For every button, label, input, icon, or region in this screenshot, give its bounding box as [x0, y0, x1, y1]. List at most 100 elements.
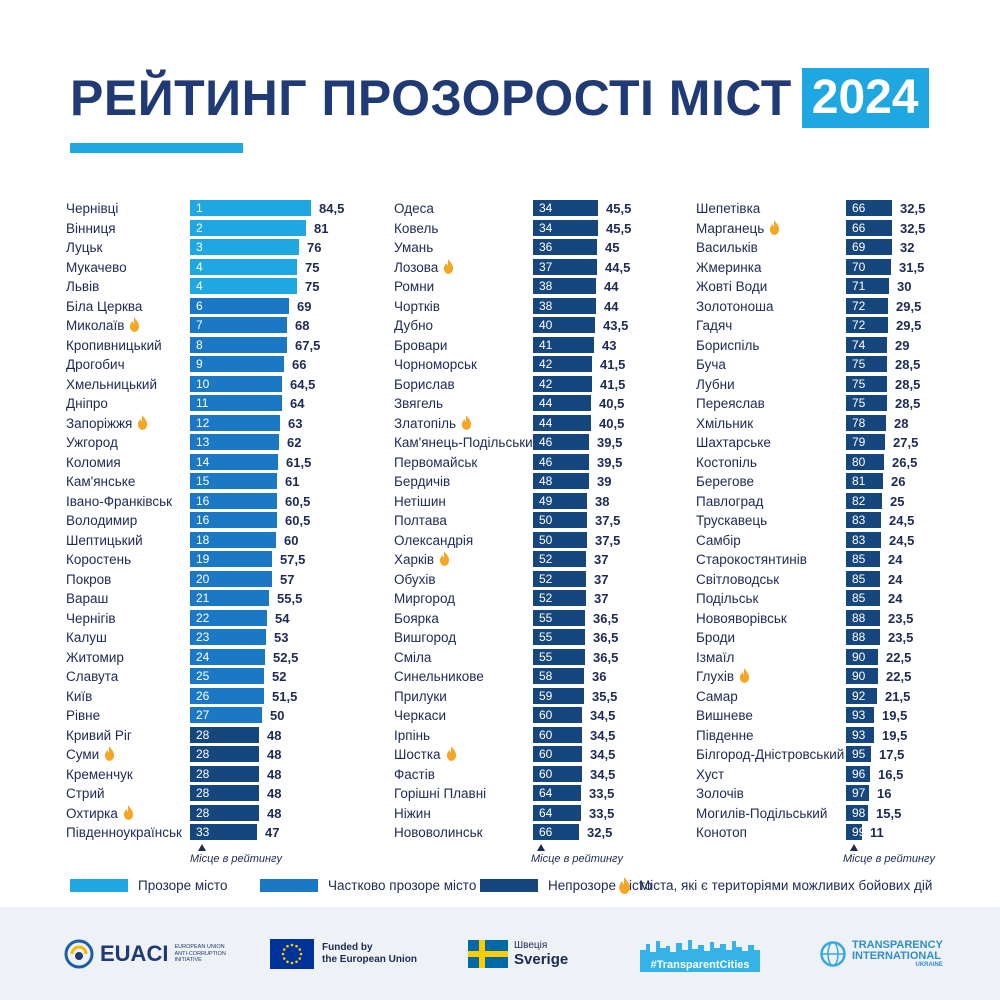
city-name: Нововолинськ — [394, 825, 483, 840]
ranking-row: Синельникове 58 36 — [394, 667, 694, 686]
ranking-row: Нетішин 49 38 — [394, 492, 694, 511]
euaci-name: EUACI — [100, 941, 169, 966]
ranking-row: Самар 92 21,5 — [696, 687, 996, 706]
city-name: Марганець — [696, 219, 780, 238]
score-bar — [190, 687, 264, 704]
rank-label: 3 — [196, 240, 203, 254]
score-bar — [190, 356, 284, 372]
score-bar — [533, 453, 589, 470]
ranking-row: Чортків 38 44 — [394, 297, 694, 316]
ranking-row: Фастів 60 34,5 — [394, 765, 694, 784]
score-label: 37 — [594, 591, 609, 606]
ranking-row: Бориспіль 74 29 — [696, 336, 996, 355]
rank-label: 24 — [196, 649, 210, 664]
score-label: 36,5 — [593, 630, 619, 645]
rank-label: 28 — [196, 727, 210, 742]
rank-label: 66 — [539, 825, 553, 839]
city-skyline-icon — [640, 940, 760, 958]
city-name: Гадяч — [696, 318, 733, 333]
score-bar — [533, 785, 581, 801]
score-label: 11 — [870, 825, 884, 840]
city-name: Білгород-Дністровський — [696, 747, 845, 762]
score-bar — [533, 492, 587, 509]
ranking-row: Сміла 55 36,5 — [394, 648, 694, 667]
score-label: 27,5 — [893, 435, 919, 450]
score-label: 35,5 — [592, 688, 618, 704]
score-label: 28,5 — [895, 357, 921, 372]
score-bar — [190, 590, 269, 606]
score-bar — [533, 375, 592, 392]
rank-label: 83 — [852, 513, 866, 527]
score-label: 39,5 — [597, 454, 623, 470]
city-name: Лубни — [696, 376, 735, 392]
city-name: Жовті Води — [696, 279, 768, 294]
city-name: Чорноморськ — [394, 357, 477, 372]
rank-label: 72 — [852, 318, 866, 332]
rank-label: 7 — [196, 318, 203, 332]
score-bar — [533, 278, 596, 294]
score-label: 32,5 — [900, 201, 926, 216]
ranking-row: Ковель 34 45,5 — [394, 219, 694, 238]
score-label: 48 — [267, 786, 282, 801]
rank-label: 6 — [196, 298, 203, 313]
ranking-row: Марганець 66 32,5 — [696, 219, 996, 238]
score-label: 19,5 — [882, 727, 908, 743]
city-name: Ніжин — [394, 805, 431, 821]
score-bar — [846, 297, 888, 314]
rank-label: 12 — [196, 415, 210, 430]
score-label: 75 — [305, 279, 320, 294]
fire-icon — [740, 668, 750, 683]
score-label: 33,5 — [589, 786, 615, 801]
score-bar — [533, 395, 591, 411]
ranking-row: Лозова 37 44,5 — [394, 258, 694, 277]
title-text: РЕЙТИНГ ПРОЗОРОСТІ МІСТ — [70, 70, 792, 126]
score-label: 17,5 — [879, 747, 905, 762]
city-name: Коростень — [66, 552, 132, 567]
score-label: 45,5 — [606, 220, 632, 236]
city-name: Лозова — [394, 258, 454, 277]
rank-label: 81 — [852, 474, 866, 488]
ranking-row: Борислав 42 41,5 — [394, 375, 694, 394]
score-label: 26 — [891, 474, 906, 489]
score-label: 29,5 — [896, 318, 922, 333]
city-name: Первомайськ — [394, 454, 478, 470]
city-name: Умань — [394, 240, 434, 255]
score-label: 30 — [897, 279, 912, 294]
rank-label: 46 — [539, 454, 553, 469]
eu-funded-logo: Funded by the European Union — [270, 936, 417, 972]
city-name: Бровари — [394, 337, 448, 353]
score-bar — [846, 492, 882, 509]
score-label: 19,5 — [882, 708, 908, 723]
sweden-line: Sverige — [514, 951, 569, 968]
city-name: Хмельницький — [66, 376, 158, 392]
score-bar — [533, 687, 584, 704]
score-bar — [190, 336, 287, 353]
hashtag-label: #TransparentCities — [640, 958, 760, 972]
rank-label: 34 — [539, 220, 553, 235]
city-name: Полтава — [394, 513, 447, 528]
score-label: 24 — [888, 591, 903, 606]
rank-note: Місце в рейтингу — [531, 853, 623, 865]
score-bar — [190, 531, 276, 548]
ranking-row: Львів 4 75 — [66, 277, 366, 296]
score-label: 60,5 — [285, 493, 311, 509]
score-label: 28,5 — [895, 396, 921, 411]
score-bar — [533, 648, 585, 665]
ranking-row: Хмільник 78 28 — [696, 414, 996, 433]
score-bar — [846, 648, 878, 665]
rank-label: 1 — [196, 201, 203, 215]
score-label: 34,5 — [590, 708, 616, 723]
rank-label: 28 — [196, 766, 210, 781]
ranking-row: Шостка 60 34,5 — [394, 745, 694, 764]
ranking-row: Південноукраїнськ 33 47 — [66, 823, 366, 842]
ranking-row: Калуш 23 53 — [66, 628, 366, 647]
ranking-row: Білгород-Дністровський 95 17,5 — [696, 745, 996, 764]
city-name: Жмеринка — [696, 259, 762, 275]
rank-label: 18 — [196, 532, 210, 547]
score-bar — [846, 258, 891, 275]
ranking-row: Боярка 55 36,5 — [394, 609, 694, 628]
score-bar — [190, 219, 306, 236]
rank-arrow-icon — [850, 844, 858, 851]
score-bar — [533, 317, 595, 333]
fire-icon — [770, 219, 780, 235]
